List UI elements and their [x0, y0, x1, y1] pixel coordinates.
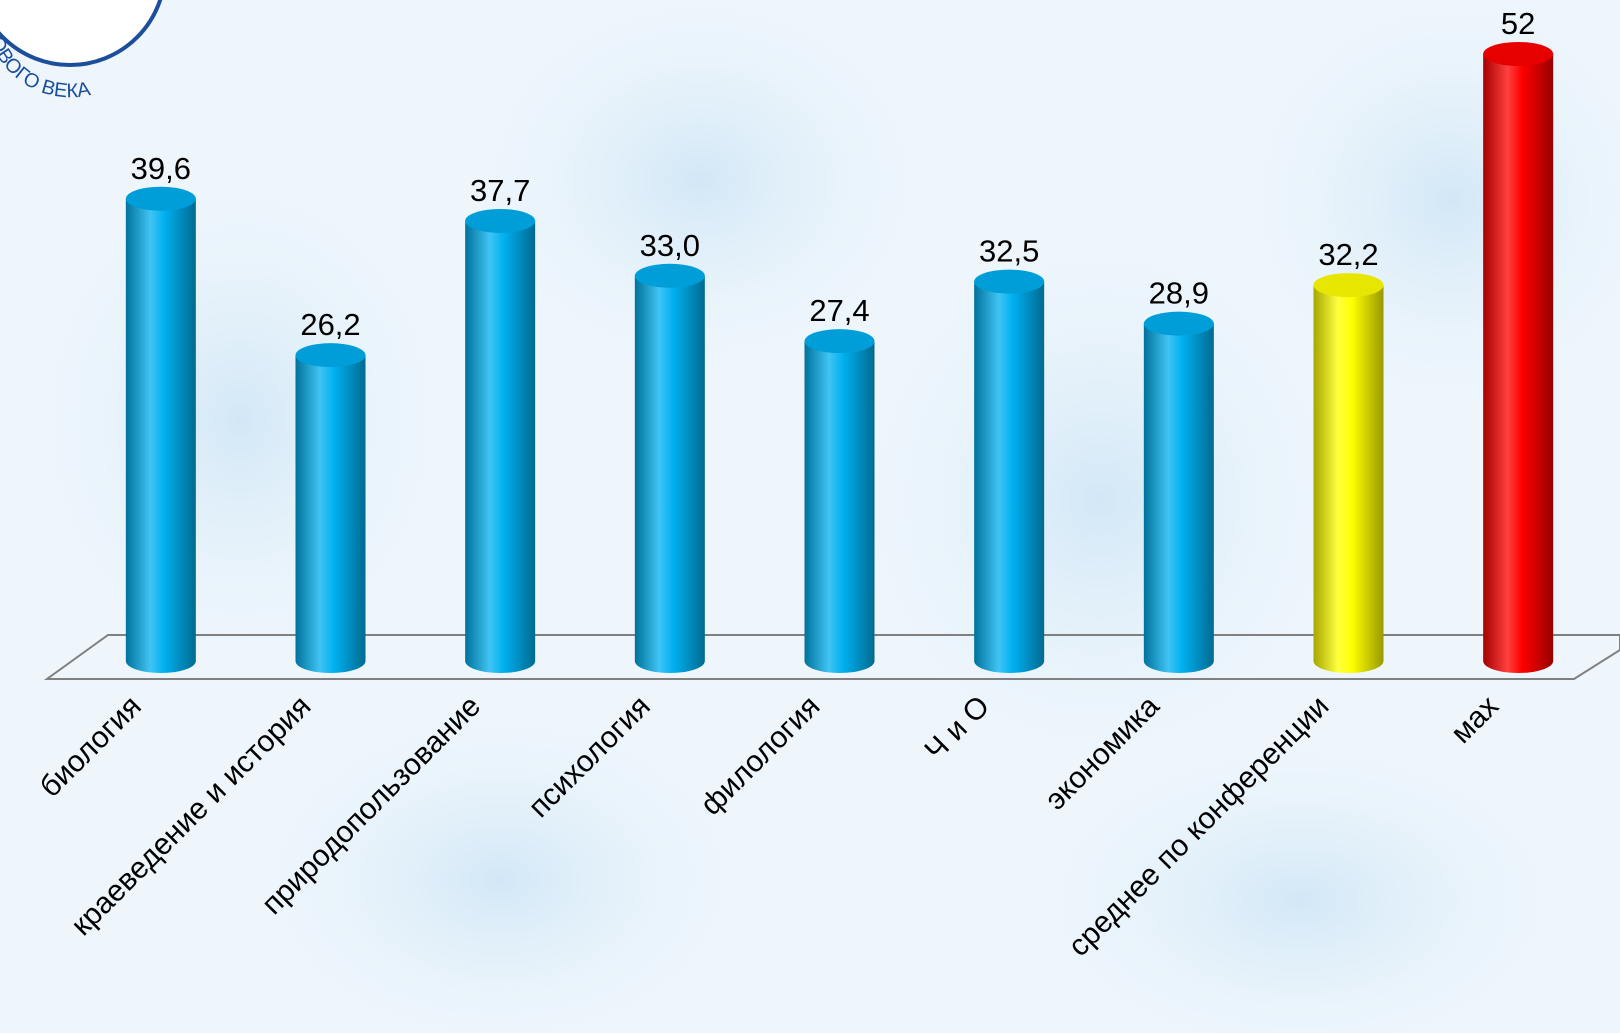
value-label: 27,4 — [809, 293, 869, 328]
value-label: 52 — [1501, 6, 1535, 41]
bar-top — [295, 343, 366, 368]
bar — [634, 275, 705, 673]
value-label: 37,7 — [470, 173, 530, 208]
bar-top — [974, 269, 1045, 294]
value-label: 33,0 — [640, 228, 700, 263]
value-label: 26,2 — [300, 307, 360, 342]
bar — [1143, 323, 1214, 673]
value-label: 28,9 — [1149, 276, 1209, 311]
bar — [465, 220, 536, 674]
bar-top — [125, 186, 196, 211]
bar — [125, 198, 196, 673]
bars — [125, 42, 1554, 674]
value-label: 32,5 — [979, 234, 1039, 269]
bar — [1483, 54, 1554, 673]
value-label: 32,2 — [1318, 237, 1378, 272]
bar — [295, 355, 366, 673]
bar-top — [465, 208, 536, 233]
bar-top — [634, 263, 705, 288]
bar-top — [804, 329, 875, 354]
bar-top — [1143, 311, 1214, 336]
bar — [974, 281, 1045, 673]
value-label: 39,6 — [131, 151, 191, 186]
bar-top — [1483, 42, 1554, 67]
bar-top — [1313, 273, 1384, 298]
bar — [804, 341, 875, 673]
bar — [1313, 285, 1384, 673]
